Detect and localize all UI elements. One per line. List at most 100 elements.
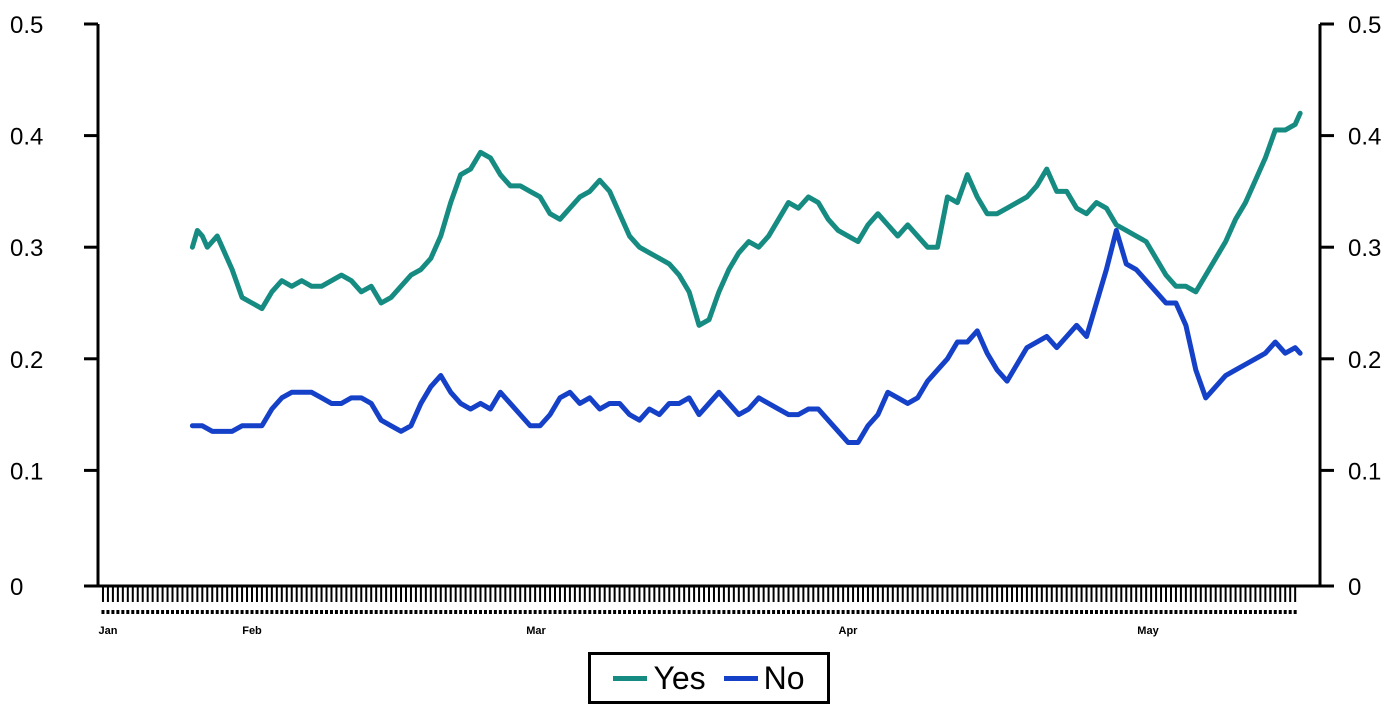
x-tick-day-mark: [553, 610, 557, 614]
x-tick-day-mark: [831, 610, 835, 614]
x-tick-day-mark: [1015, 610, 1019, 614]
x-tick-day-mark: [126, 610, 130, 614]
x-tick-day-mark: [454, 610, 458, 614]
x-tick-day-mark: [1293, 610, 1297, 614]
x-tick-day-mark: [205, 610, 209, 614]
x-tick-day-mark: [305, 610, 309, 614]
x-tick-day-mark: [796, 610, 800, 614]
x-tick-day-mark: [493, 610, 497, 614]
x-tick-day-mark: [354, 610, 358, 614]
x-tick-day-mark: [737, 610, 741, 614]
x-tick-day-mark: [950, 610, 954, 614]
x-tick-day-mark: [404, 610, 408, 614]
x-tick-day-mark: [349, 610, 353, 614]
x-tick-day-mark: [280, 610, 284, 614]
x-tick-day-mark: [637, 610, 641, 614]
x-tick-day-mark: [886, 610, 890, 614]
x-tick-day-mark: [419, 610, 423, 614]
x-tick-day-mark: [424, 610, 428, 614]
y-tick-label-left: 0.5: [10, 12, 43, 39]
x-axis-ticks: [101, 586, 1297, 614]
x-tick-day-mark: [1273, 610, 1277, 614]
x-tick-day-mark: [1144, 610, 1148, 614]
y-tick-label-left: 0.3: [10, 235, 43, 262]
series-line-no: [189, 227, 1303, 445]
series-line-yes: [189, 110, 1303, 328]
x-tick-day-mark: [926, 610, 930, 614]
x-tick-day-mark: [146, 610, 150, 614]
x-tick-day-mark: [936, 610, 940, 614]
x-tick-day-mark: [1045, 610, 1049, 614]
month-label: Feb: [242, 625, 262, 637]
x-tick-day-mark: [712, 610, 716, 614]
legend-label-no: No: [763, 659, 805, 696]
x-tick-day-mark: [1080, 610, 1084, 614]
x-tick-day-mark: [1104, 610, 1108, 614]
x-tick-day-mark: [1055, 610, 1059, 614]
x-tick-day-mark: [836, 610, 840, 614]
x-tick-day-mark: [1258, 610, 1262, 614]
month-label: May: [1137, 625, 1159, 637]
x-tick-day-mark: [175, 610, 179, 614]
x-tick-day-mark: [474, 610, 478, 614]
legend-swatch-no: [723, 675, 758, 681]
x-tick-day-mark: [687, 610, 691, 614]
x-tick-day-mark: [677, 610, 681, 614]
x-tick-day-mark: [285, 610, 289, 614]
x-tick-day-mark: [657, 610, 661, 614]
x-tick-day-mark: [1268, 610, 1272, 614]
x-tick-day-mark: [295, 610, 299, 614]
x-tick-day-mark: [1229, 610, 1233, 614]
x-tick-day-mark: [791, 610, 795, 614]
x-tick-day-mark: [1239, 610, 1243, 614]
x-tick-day-mark: [717, 610, 721, 614]
x-tick-day-mark: [369, 610, 373, 614]
x-tick-day-mark: [185, 610, 189, 614]
legend-swatch-yes: [613, 675, 648, 681]
x-tick-day-mark: [856, 610, 860, 614]
x-tick-day-mark: [642, 610, 646, 614]
x-tick-day-mark: [821, 610, 825, 614]
x-tick-day-mark: [931, 610, 935, 614]
x-tick-day-mark: [275, 610, 279, 614]
x-tick-day-mark: [1010, 610, 1014, 614]
x-tick-day-mark: [235, 610, 239, 614]
x-tick-day-mark: [682, 610, 686, 614]
x-tick-day-mark: [225, 610, 229, 614]
x-tick-day-mark: [1099, 610, 1103, 614]
x-tick-day-mark: [364, 610, 368, 614]
x-tick-day-mark: [394, 610, 398, 614]
x-tick-day-mark: [260, 610, 264, 614]
legend-label-yes: Yes: [653, 659, 706, 696]
x-tick-day-mark: [985, 610, 989, 614]
x-tick-day-mark: [151, 610, 155, 614]
x-tick-day-mark: [782, 610, 786, 614]
x-tick-day-mark: [707, 610, 711, 614]
x-tick-day-mark: [513, 610, 517, 614]
x-tick-day-mark: [722, 610, 726, 614]
x-tick-day-mark: [891, 610, 895, 614]
x-tick-day-mark: [200, 610, 204, 614]
x-tick-day-mark: [1085, 610, 1089, 614]
x-tick-day-mark: [1184, 610, 1188, 614]
x-tick-day-mark: [215, 610, 219, 614]
y-tick-label-left: 0.2: [10, 347, 43, 374]
y-tick-label-right: 0.1: [1348, 458, 1381, 485]
x-tick-day-mark: [861, 610, 865, 614]
x-tick-day-mark: [940, 610, 944, 614]
x-tick-day-mark: [1119, 610, 1123, 614]
x-tick-day-mark: [320, 610, 324, 614]
x-tick-day-mark: [613, 610, 617, 614]
y-tick-label-right: 0.3: [1348, 235, 1381, 262]
x-tick-day-mark: [1134, 610, 1138, 614]
x-tick-day-mark: [543, 610, 547, 614]
x-tick-day-mark: [767, 610, 771, 614]
x-tick-day-mark: [851, 610, 855, 614]
x-tick-day-mark: [300, 610, 304, 614]
x-tick-day-mark: [623, 610, 627, 614]
x-tick-day-mark: [379, 610, 383, 614]
x-tick-day-mark: [1050, 610, 1054, 614]
y-axis-right-ticks: 0 0.1 0.2 0.3 0.4 0.5: [1320, 12, 1381, 601]
x-tick-day-mark: [1288, 610, 1292, 614]
